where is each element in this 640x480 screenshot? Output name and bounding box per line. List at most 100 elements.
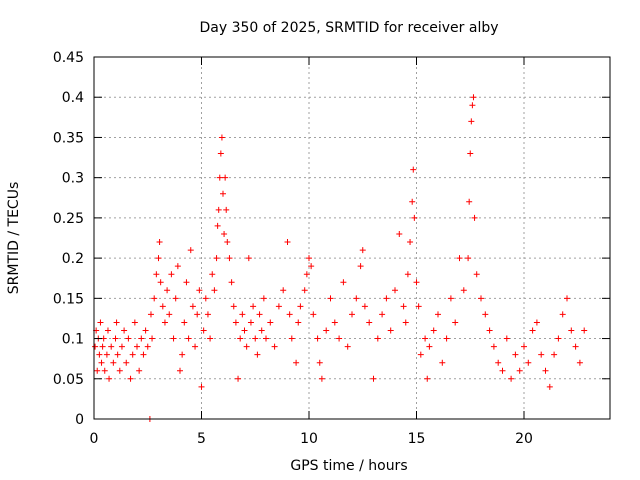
- data-point: [153, 271, 160, 278]
- data-point: [258, 327, 265, 334]
- data-point: [538, 351, 545, 358]
- data-point: [572, 343, 579, 350]
- chart-title: Day 350 of 2025, SRMTID for receiver alb…: [199, 20, 498, 36]
- data-point: [469, 102, 476, 109]
- data-point: [297, 303, 304, 310]
- data-point: [235, 375, 242, 382]
- data-point: [149, 335, 156, 342]
- data-point: [490, 343, 497, 350]
- data-point: [529, 327, 536, 334]
- data-point: [288, 335, 295, 342]
- data-point: [306, 255, 312, 262]
- data-point: [293, 359, 300, 366]
- y-tick-label: 0.05: [53, 372, 84, 388]
- y-tick-label: 0.4: [62, 90, 84, 106]
- data-point: [92, 343, 99, 350]
- data-point: [263, 335, 269, 342]
- data-point: [245, 255, 252, 262]
- data-point: [177, 367, 183, 374]
- data-point: [417, 351, 424, 358]
- data-point: [331, 319, 338, 326]
- data-point: [94, 367, 101, 374]
- data-point: [316, 359, 323, 366]
- data-point: [168, 271, 175, 278]
- data-point: [470, 94, 477, 101]
- data-point: [301, 287, 308, 294]
- data-point: [447, 295, 454, 302]
- data-point: [239, 311, 246, 318]
- data-point: [533, 319, 540, 326]
- data-point: [303, 271, 310, 278]
- data-point: [224, 239, 231, 246]
- y-tick-label: 0.35: [53, 130, 84, 146]
- data-point: [140, 351, 147, 358]
- plot-frame: [93, 56, 611, 420]
- data-point: [508, 375, 515, 382]
- x-axis-label: GPS time / hours: [290, 458, 407, 474]
- data-point: [181, 319, 188, 326]
- data-point: [213, 255, 220, 262]
- data-point: [211, 287, 218, 294]
- data-point: [542, 367, 549, 374]
- data-point: [214, 222, 221, 229]
- data-point: [189, 303, 196, 310]
- data-point: [430, 327, 437, 334]
- data-point: [465, 255, 472, 262]
- data-point: [106, 375, 113, 382]
- data-point: [366, 319, 373, 326]
- y-axis-label: SRMTID / TECUs: [6, 182, 22, 295]
- data-point: [512, 351, 519, 358]
- data-point: [110, 359, 117, 366]
- data-point: [422, 335, 429, 342]
- data-point: [185, 335, 192, 342]
- data-point: [374, 335, 381, 342]
- data-point: [559, 311, 566, 318]
- data-point: [179, 351, 186, 358]
- data-point: [166, 311, 173, 318]
- data-point: [478, 295, 484, 302]
- data-point: [327, 295, 334, 302]
- data-point: [323, 327, 330, 334]
- data-point: [200, 327, 207, 334]
- data-point: [576, 359, 583, 366]
- data-point: [286, 311, 293, 318]
- data-point: [228, 279, 235, 286]
- data-point: [503, 335, 510, 342]
- data-point: [156, 239, 163, 246]
- data-point: [241, 327, 248, 334]
- x-tick-label: 5: [197, 431, 206, 447]
- y-tick-label: 0.15: [53, 291, 84, 307]
- data-point: [108, 343, 115, 350]
- data-point: [198, 383, 205, 390]
- data-point: [318, 375, 325, 382]
- data-point: [114, 351, 121, 358]
- data-point: [161, 319, 168, 326]
- data-point: [164, 287, 171, 294]
- data-point: [581, 327, 588, 334]
- data-point: [194, 311, 201, 318]
- grid-lines: [94, 57, 610, 419]
- data-point: [435, 311, 441, 318]
- x-tick-label: 10: [300, 431, 318, 447]
- data-point: [243, 343, 250, 350]
- data-point: [280, 287, 287, 294]
- data-point: [216, 174, 223, 181]
- x-axis-ticks: 0 5 10 15 20: [90, 57, 533, 447]
- data-point: [468, 118, 475, 125]
- data-point: [136, 367, 143, 374]
- data-point: [467, 150, 474, 157]
- data-point: [204, 311, 211, 318]
- data-point: [370, 375, 377, 382]
- data-point: [516, 367, 523, 374]
- data-point: [125, 335, 132, 342]
- data-point: [226, 255, 233, 262]
- data-point: [379, 311, 386, 318]
- data-point: [424, 375, 431, 382]
- data-point: [187, 247, 194, 254]
- data-point: [357, 263, 364, 270]
- data-point: [411, 214, 418, 221]
- data-point: [230, 303, 237, 310]
- data-point: [142, 327, 149, 334]
- data-point: [254, 351, 261, 358]
